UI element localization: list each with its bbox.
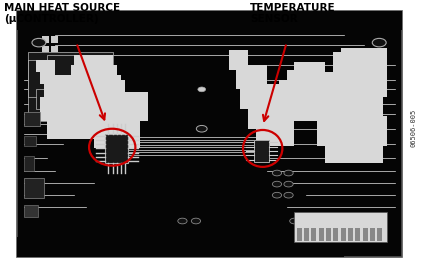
Bar: [42, 36, 49, 43]
Bar: [355, 228, 359, 241]
Circle shape: [322, 218, 331, 224]
Bar: [16, 11, 401, 257]
Bar: [28, 52, 113, 121]
Circle shape: [272, 181, 281, 187]
Bar: [86, 114, 140, 134]
Bar: [36, 89, 93, 109]
Circle shape: [283, 181, 293, 187]
Bar: [70, 65, 117, 85]
Bar: [93, 134, 140, 148]
Bar: [16, 11, 401, 30]
Bar: [28, 60, 66, 97]
Bar: [228, 50, 247, 70]
Bar: [332, 52, 386, 97]
Bar: [369, 228, 374, 241]
Bar: [55, 80, 124, 114]
Circle shape: [343, 218, 352, 224]
Bar: [24, 156, 34, 171]
Text: 06506-005: 06506-005: [409, 109, 415, 147]
Bar: [362, 228, 367, 241]
Circle shape: [372, 38, 385, 47]
Circle shape: [272, 170, 281, 176]
Bar: [332, 228, 338, 241]
Circle shape: [196, 126, 207, 132]
Bar: [311, 228, 316, 241]
Bar: [347, 228, 352, 241]
Circle shape: [283, 170, 293, 176]
Bar: [43, 75, 74, 104]
Bar: [294, 62, 325, 80]
Bar: [42, 46, 49, 52]
Bar: [36, 60, 55, 72]
Text: MAIN HEAT SOURCE
(μCONTROLLER): MAIN HEAT SOURCE (μCONTROLLER): [4, 3, 120, 24]
Bar: [47, 119, 109, 139]
Circle shape: [283, 192, 293, 198]
Bar: [24, 136, 36, 146]
Bar: [286, 70, 325, 89]
Text: TEMPERATURE
SENSOR: TEMPERATURE SENSOR: [250, 3, 335, 24]
Bar: [51, 46, 58, 52]
Bar: [51, 36, 58, 43]
Bar: [340, 48, 386, 72]
Bar: [376, 228, 381, 241]
Circle shape: [272, 192, 281, 198]
Circle shape: [178, 218, 187, 224]
Bar: [62, 74, 120, 99]
Circle shape: [365, 218, 374, 224]
Bar: [240, 85, 278, 109]
Bar: [278, 80, 325, 104]
Bar: [296, 228, 301, 241]
Bar: [267, 87, 325, 121]
Bar: [24, 205, 38, 217]
Circle shape: [191, 218, 200, 224]
Circle shape: [311, 218, 320, 224]
Bar: [47, 55, 93, 80]
Bar: [340, 228, 345, 241]
Bar: [236, 65, 267, 89]
Circle shape: [332, 218, 342, 224]
Bar: [105, 134, 128, 163]
Bar: [305, 72, 382, 121]
Bar: [39, 97, 86, 121]
Circle shape: [354, 218, 363, 224]
Bar: [247, 104, 294, 129]
Bar: [317, 117, 386, 146]
Circle shape: [300, 218, 309, 224]
Bar: [303, 228, 308, 241]
Bar: [253, 140, 269, 162]
Bar: [74, 55, 113, 72]
Bar: [24, 178, 43, 198]
Bar: [325, 228, 330, 241]
Bar: [325, 139, 382, 163]
Circle shape: [289, 218, 298, 224]
Bar: [294, 212, 386, 242]
Circle shape: [32, 38, 46, 47]
Bar: [24, 111, 39, 126]
Circle shape: [197, 87, 205, 92]
Bar: [16, 237, 344, 257]
Bar: [78, 92, 148, 121]
Bar: [318, 228, 323, 241]
Bar: [39, 70, 55, 85]
Bar: [255, 126, 294, 146]
